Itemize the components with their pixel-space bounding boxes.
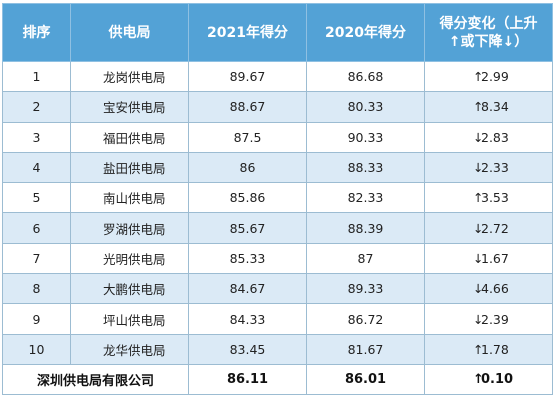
trend-arrow-icon: ↑ [473,341,484,357]
table-row: 1 龙岗供电局 89.67 86.68 ↑2.99 [2,60,553,93]
change-value: 1.78 [481,341,509,357]
bureau-cell: 坪山供电局 [70,303,189,335]
table-row: 10 龙华供电局 83.45 81.67 ↑1.78 [2,333,553,365]
header-change-line1: 得分变化（上升 [439,15,538,32]
score-table: 排序 供电局 2021年得分 2020年得分 得分变化（上升 ↑或下降↓） 1 … [2,3,553,396]
trend-arrow-icon: ↑ [473,99,484,115]
rank-cell: 1 [2,60,71,93]
table-row: 4 盐田供电局 86 88.33 ↓2.33 [2,151,553,184]
table-row: 2 宝安供电局 88.67 80.33 ↑8.34 [2,91,553,123]
change-value: 8.34 [481,99,509,115]
score-2021-cell: 89.67 [188,60,307,93]
change-value: 2.72 [481,220,509,236]
total-score-2021-cell: 86.11 [188,363,307,396]
bureau-cell: 龙华供电局 [70,333,189,365]
header-change: 得分变化（上升 ↑或下降↓） [424,3,553,62]
trend-arrow-icon: ↓ [473,160,484,176]
bureau-cell: 宝安供电局 [70,91,189,123]
header-change-line2: ↑或下降↓） [448,33,529,50]
trend-arrow-icon: ↓ [473,311,484,327]
trend-arrow-icon: ↓ [473,129,484,145]
table-body: 1 龙岗供电局 89.67 86.68 ↑2.99 2 宝安供电局 88.67 … [2,60,553,396]
score-2020-cell: 86.68 [306,60,425,93]
rank-cell: 3 [2,121,71,153]
change-cell: ↓4.66 [424,273,553,305]
rank-cell: 7 [2,242,71,275]
total-change-value: 0.10 [481,372,514,388]
score-2021-cell: 87.5 [188,121,307,153]
score-2021-cell: 83.45 [188,333,307,365]
change-value: 4.66 [481,281,509,297]
table-row: 8 大鹏供电局 84.67 89.33 ↓4.66 [2,273,553,305]
header-score-2020: 2020年得分 [306,3,425,62]
score-2021-cell: 85.33 [188,242,307,275]
trend-arrow-icon: ↓ [473,220,484,236]
change-cell: ↓2.83 [424,121,553,153]
change-value: 2.99 [481,69,509,85]
rank-cell: 8 [2,273,71,305]
change-value: 3.53 [481,190,509,206]
score-2021-cell: 88.67 [188,91,307,123]
total-bureau-cell: 深圳供电局有限公司 [2,363,189,396]
score-2021-cell: 85.67 [188,212,307,244]
table-row: 5 南山供电局 85.86 82.33 ↑3.53 [2,182,553,214]
total-change-cell: ↑0.10 [424,363,553,396]
trend-arrow-icon: ↑ [473,190,484,206]
bureau-cell: 盐田供电局 [70,151,189,184]
total-row: 深圳供电局有限公司 86.11 86.01 ↑0.10 [2,363,553,396]
table-row: 6 罗湖供电局 85.67 88.39 ↓2.72 [2,212,553,244]
score-2020-cell: 89.33 [306,273,425,305]
trend-arrow-icon: ↓ [473,250,484,266]
rank-cell: 9 [2,303,71,335]
rank-cell: 6 [2,212,71,244]
change-cell: ↑2.99 [424,60,553,93]
change-cell: ↓2.72 [424,212,553,244]
header-score-2021: 2021年得分 [188,3,307,62]
score-2020-cell: 81.67 [306,333,425,365]
trend-arrow-icon: ↓ [473,281,484,297]
change-cell: ↑1.78 [424,333,553,365]
change-cell: ↓2.33 [424,151,553,184]
rank-cell: 4 [2,151,71,184]
table-row: 9 坪山供电局 84.33 86.72 ↓2.39 [2,303,553,335]
bureau-cell: 光明供电局 [70,242,189,275]
change-cell: ↑8.34 [424,91,553,123]
score-2020-cell: 80.33 [306,91,425,123]
total-score-2020-cell: 86.01 [306,363,425,396]
bureau-cell: 福田供电局 [70,121,189,153]
score-2021-cell: 86 [188,151,307,184]
header-bureau: 供电局 [70,3,189,62]
bureau-cell: 罗湖供电局 [70,212,189,244]
table-row: 3 福田供电局 87.5 90.33 ↓2.83 [2,121,553,153]
score-2020-cell: 87 [306,242,425,275]
table-header: 排序 供电局 2021年得分 2020年得分 得分变化（上升 ↑或下降↓） [2,3,553,62]
score-2021-cell: 84.67 [188,273,307,305]
change-value: 2.33 [481,160,509,176]
header-row: 排序 供电局 2021年得分 2020年得分 得分变化（上升 ↑或下降↓） [2,3,553,62]
change-cell: ↑3.53 [424,182,553,214]
change-value: 2.83 [481,129,509,145]
score-2020-cell: 82.33 [306,182,425,214]
score-2020-cell: 88.33 [306,151,425,184]
score-2020-cell: 90.33 [306,121,425,153]
bureau-cell: 大鹏供电局 [70,273,189,305]
rank-cell: 2 [2,91,71,123]
header-rank: 排序 [2,3,71,62]
rank-cell: 10 [2,333,71,365]
change-cell: ↓2.39 [424,303,553,335]
score-2020-cell: 88.39 [306,212,425,244]
change-value: 2.39 [481,311,509,327]
table-row: 7 光明供电局 85.33 87 ↓1.67 [2,242,553,275]
change-cell: ↓1.67 [424,242,553,275]
trend-arrow-icon: ↑ [473,69,484,85]
score-2021-cell: 84.33 [188,303,307,335]
bureau-cell: 龙岗供电局 [70,60,189,93]
change-value: 1.67 [481,250,509,266]
score-2020-cell: 86.72 [306,303,425,335]
trend-arrow-icon: ↑ [473,372,484,388]
score-2021-cell: 85.86 [188,182,307,214]
rank-cell: 5 [2,182,71,214]
bureau-cell: 南山供电局 [70,182,189,214]
